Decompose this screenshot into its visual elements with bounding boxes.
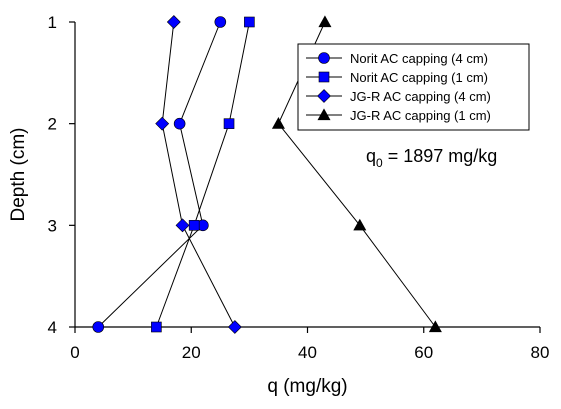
x-tick-label: 0 [70,343,79,362]
series-3-point [155,116,170,131]
series-1-point [173,117,186,130]
y-tick-label: 1 [48,13,57,32]
series-2-point [151,321,162,333]
y-tick-label: 4 [48,318,57,337]
series-4-point [318,15,332,28]
series-3-point [227,320,242,334]
series-3-point [175,218,190,233]
series-2-point [223,118,235,129]
series-1 [92,16,227,333]
y-axis-title: Depth (cm) [8,128,29,222]
q0-annotation-value: = 1897 mg/kg [383,146,498,166]
y-tick-label: 3 [48,216,57,235]
series-3-line [161,21,236,328]
series-layer [92,15,442,334]
legend-marker [317,89,331,103]
series-2 [151,16,255,333]
q0-annotation: q0 = 1897 mg/kg [366,146,497,170]
x-tick-label: 80 [531,343,550,362]
legend: Norit AC capping (4 cm) Norit AC capping … [297,43,530,131]
series-4-point [353,218,367,231]
legend-marker [318,71,330,83]
legend-label: Norit AC capping (4 cm) [350,51,488,66]
y-tick-label: 2 [48,115,57,134]
x-tick-label: 20 [182,343,201,362]
x-axis-title: q (mg/kg) [267,376,347,397]
legend-label: JG-R AC capping (1 cm) [350,108,491,123]
series-1-point [214,16,227,28]
series-2-line [155,21,250,328]
x-tick-label: 40 [298,343,317,362]
series-4-point [271,117,285,129]
series-1-line [97,21,221,328]
series-2-point [188,220,200,231]
series-4-point [428,320,442,333]
series-3-point [166,15,181,29]
series-1-point [92,321,105,333]
q0-annotation-base: q [366,146,376,166]
q0-annotation-subscript: 0 [376,156,383,170]
legend-marker [317,108,331,121]
x-tick-label: 60 [414,343,433,362]
legend-label: Norit AC capping (1 cm) [350,70,488,85]
legend-marker [318,52,330,64]
series-3 [155,15,242,334]
series-2-point [244,16,255,28]
legend-label: JG-R AC capping (4 cm) [350,89,491,104]
